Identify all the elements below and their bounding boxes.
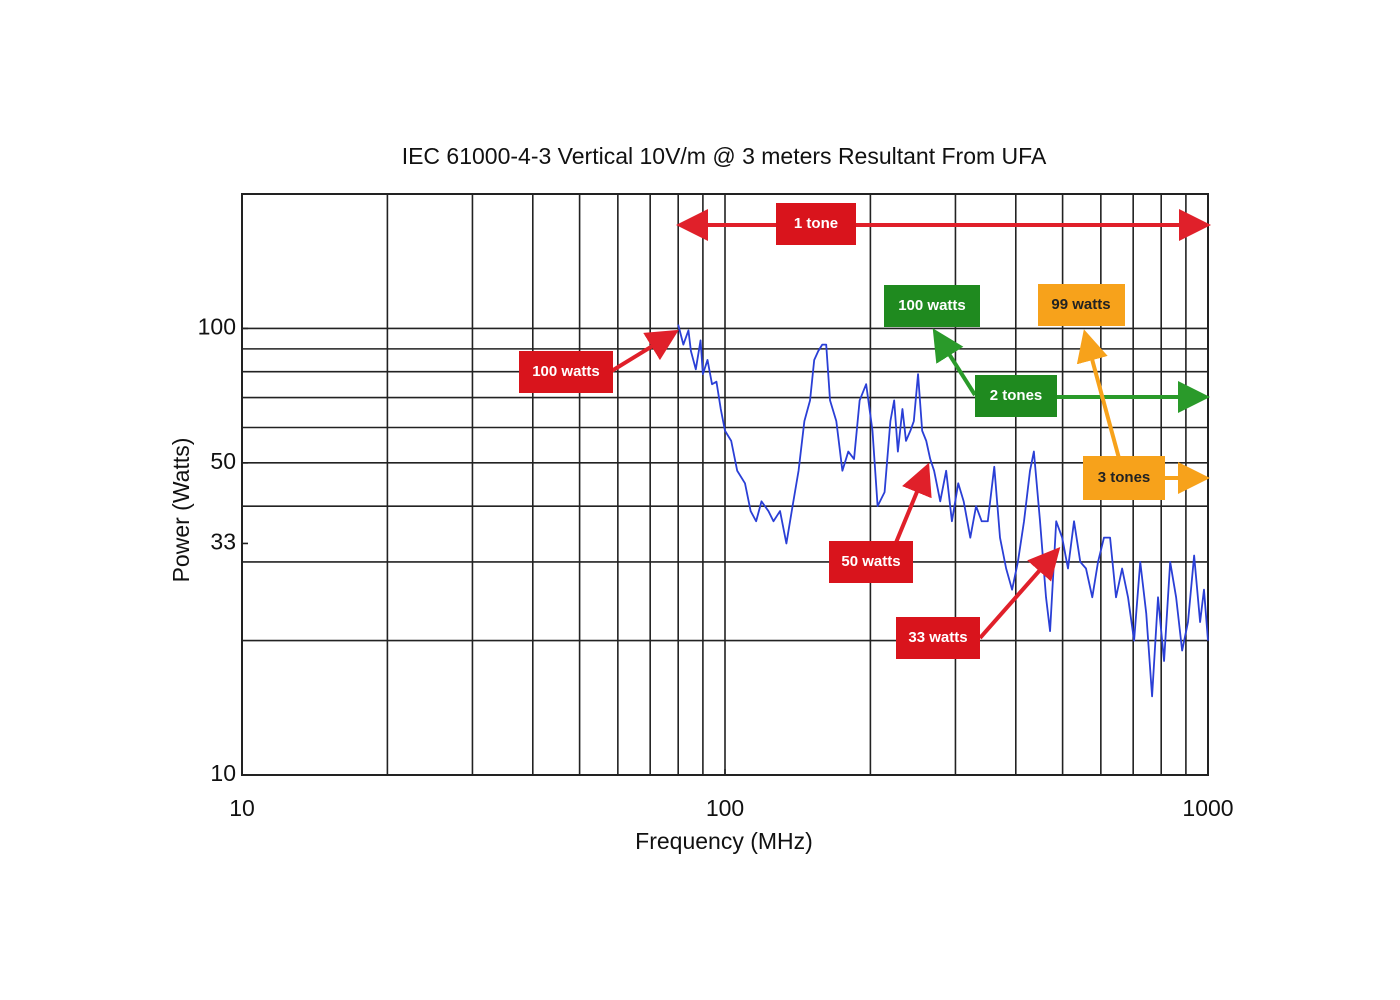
annotation-box: [776, 203, 856, 245]
annotation: 100 watts: [898, 297, 966, 314]
x-tick-label: 1000: [1182, 795, 1233, 821]
y-tick-label: 50: [210, 448, 236, 474]
x-tick-label: 10: [229, 795, 255, 821]
arrow: [932, 328, 977, 397]
annotation: 2 tones: [990, 387, 1043, 404]
annotation-box: [1083, 456, 1165, 500]
annotation: 99 watts: [1051, 296, 1110, 313]
annotation-box: [1038, 284, 1125, 326]
arrow: [893, 462, 932, 546]
y-tick-label: 100: [198, 314, 236, 340]
y-tick-label: 10: [210, 760, 236, 786]
arrow: [608, 329, 679, 374]
annotation: 33 watts: [908, 629, 967, 646]
annotation: 100 watts: [532, 363, 600, 380]
arrow: [978, 547, 1061, 640]
annotation-box: [519, 351, 613, 393]
annotation: 3 tones: [1098, 469, 1151, 486]
annotation: 1 tone: [794, 215, 838, 232]
x-axis-label: Frequency (MHz): [635, 828, 813, 854]
data-line: [677, 324, 1209, 698]
annotations: 1 tone 100 watts 99 watts 2 tones 3 tone…: [519, 203, 1211, 659]
x-tick-label: 100: [706, 795, 744, 821]
annotation-box: [884, 285, 980, 327]
y-axis-label: Power (Watts): [168, 438, 194, 583]
annotation-box: [829, 541, 913, 583]
arrow: [1076, 329, 1122, 463]
y-tick-label: 33: [210, 529, 236, 555]
annotation-box: [975, 375, 1057, 417]
annotation: 50 watts: [841, 553, 900, 570]
annotation-box: [896, 617, 980, 659]
chart-title: IEC 61000-4-3 Vertical 10V/m @ 3 meters …: [402, 143, 1047, 169]
